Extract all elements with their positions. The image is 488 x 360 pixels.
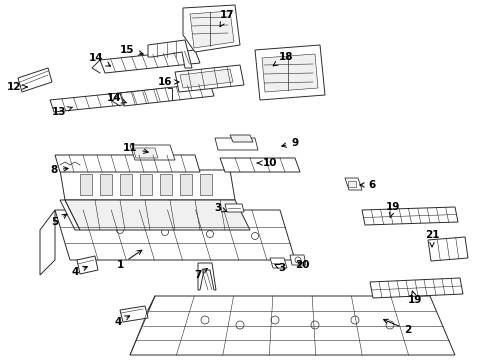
Polygon shape	[120, 174, 132, 195]
Text: 11: 11	[122, 143, 148, 153]
Polygon shape	[224, 204, 244, 212]
Polygon shape	[55, 210, 294, 260]
Bar	[347, 181, 355, 187]
Polygon shape	[120, 306, 148, 322]
Polygon shape	[130, 296, 454, 355]
Polygon shape	[183, 5, 240, 52]
Polygon shape	[269, 258, 286, 268]
Polygon shape	[130, 145, 175, 160]
Polygon shape	[175, 65, 244, 92]
Polygon shape	[60, 170, 235, 200]
Text: 15: 15	[120, 45, 143, 55]
Polygon shape	[262, 54, 317, 92]
Text: 10: 10	[257, 158, 277, 168]
Text: 21: 21	[424, 230, 438, 247]
Polygon shape	[148, 40, 192, 68]
Text: 19: 19	[385, 202, 399, 217]
Text: 1: 1	[116, 250, 142, 270]
Polygon shape	[77, 256, 98, 274]
Polygon shape	[55, 155, 200, 172]
Polygon shape	[65, 200, 249, 230]
Text: 14: 14	[88, 53, 110, 66]
Polygon shape	[120, 83, 214, 106]
Text: 2: 2	[383, 319, 411, 335]
Polygon shape	[40, 210, 55, 275]
Polygon shape	[198, 263, 216, 290]
Text: 8: 8	[50, 165, 68, 175]
Text: 5: 5	[51, 214, 67, 227]
Polygon shape	[229, 135, 252, 142]
Text: 4: 4	[114, 316, 129, 327]
Polygon shape	[80, 174, 92, 195]
Polygon shape	[180, 69, 232, 88]
Polygon shape	[361, 207, 457, 225]
Polygon shape	[18, 68, 52, 92]
Text: 16: 16	[158, 77, 179, 87]
Text: 18: 18	[273, 52, 293, 66]
Text: 3: 3	[274, 263, 285, 273]
Polygon shape	[200, 174, 212, 195]
Polygon shape	[180, 174, 192, 195]
Polygon shape	[345, 178, 361, 190]
Polygon shape	[289, 255, 305, 265]
Polygon shape	[60, 200, 80, 230]
Text: 7: 7	[194, 269, 207, 280]
Text: 6: 6	[359, 180, 375, 190]
Text: 12: 12	[7, 82, 27, 92]
Text: 19: 19	[407, 291, 421, 305]
Polygon shape	[190, 11, 234, 48]
Text: 13: 13	[52, 107, 72, 117]
Polygon shape	[100, 50, 200, 73]
Polygon shape	[427, 237, 467, 261]
Text: 9: 9	[281, 138, 298, 148]
Text: 3: 3	[214, 203, 226, 213]
Polygon shape	[100, 174, 112, 195]
Text: 17: 17	[219, 10, 234, 27]
Polygon shape	[50, 88, 172, 112]
Polygon shape	[215, 138, 258, 150]
Polygon shape	[369, 278, 462, 298]
Polygon shape	[220, 158, 299, 172]
Text: 4: 4	[71, 266, 87, 277]
Polygon shape	[140, 174, 152, 195]
Text: 20: 20	[294, 260, 308, 270]
Polygon shape	[254, 45, 325, 100]
Polygon shape	[160, 174, 172, 195]
Polygon shape	[133, 148, 158, 158]
Text: 14: 14	[106, 93, 126, 103]
